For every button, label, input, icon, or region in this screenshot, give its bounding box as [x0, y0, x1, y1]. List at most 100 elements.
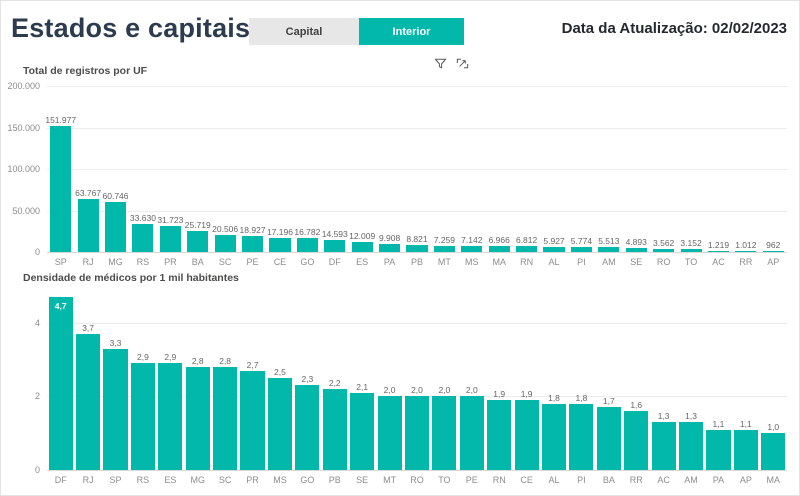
bar-PB[interactable]: [322, 389, 347, 470]
bar-RR[interactable]: [624, 411, 649, 470]
interior-button[interactable]: Interior: [359, 18, 464, 45]
chart-title: Densidade de médicos por 1 mil habitante…: [23, 272, 239, 284]
bar-TO[interactable]: [680, 249, 702, 252]
bar-value-label: 2,1: [356, 381, 369, 392]
bar-AC[interactable]: [707, 251, 729, 252]
bar-value-label: 2,8: [219, 355, 232, 366]
bar-TO[interactable]: [432, 396, 457, 470]
x-axis-tick-label: ES: [356, 257, 369, 267]
bar-RO[interactable]: [404, 396, 430, 470]
x-axis: DF RJ SP RS ES MG SC PR MS GO PB SE MT RO TO PE RN CE AL PI…: [47, 475, 787, 485]
bar-CE[interactable]: [514, 400, 539, 470]
bar-slot: 2,0: [376, 297, 403, 470]
bar-ES[interactable]: [351, 242, 373, 252]
x-axis-tick-label: AP: [767, 257, 780, 267]
bar-slot: 14.593: [321, 86, 348, 252]
bar-value-label: 2,0: [438, 384, 451, 395]
bar-RS[interactable]: [130, 363, 155, 470]
bar-RJ[interactable]: [76, 334, 101, 470]
bar-value-label: 2,7: [246, 359, 259, 370]
capital-button[interactable]: Capital: [249, 18, 359, 45]
bar-ES[interactable]: [158, 363, 183, 470]
bar-SP[interactable]: [103, 349, 128, 470]
bar-DF[interactable]: 4,7: [48, 297, 73, 470]
bar-slot: 1,9: [513, 297, 540, 470]
bar-MA[interactable]: [488, 246, 510, 252]
bar-SE[interactable]: [350, 393, 375, 470]
x-axis-tick-label: DF: [328, 257, 341, 267]
bar-AM[interactable]: [598, 247, 620, 252]
bar-slot: 18.927: [239, 86, 266, 252]
bar-BA[interactable]: [187, 231, 209, 252]
bar-slot: 1,7: [595, 297, 622, 470]
bar-AL[interactable]: [541, 404, 567, 470]
bar-PA[interactable]: [379, 244, 401, 252]
bar-value-label: 12.009: [349, 230, 376, 241]
bar-slot: 2,9: [157, 297, 184, 470]
x-axis-tick-label: AL: [548, 475, 560, 485]
bar-RO[interactable]: [653, 249, 675, 252]
bar-GO[interactable]: [295, 385, 320, 470]
bar-value-label: 7.142: [461, 234, 483, 245]
bar-PR[interactable]: [240, 371, 265, 470]
bar-MT[interactable]: [377, 396, 402, 470]
bar-RN[interactable]: [487, 400, 512, 470]
y-axis-tick-label: 100.000: [7, 164, 40, 174]
bar-RJ[interactable]: [77, 199, 99, 252]
y-axis-tick-label: 150.000: [7, 122, 40, 133]
x-axis-tick-label: MG: [108, 257, 123, 267]
bar-BA[interactable]: [596, 407, 621, 470]
bar-slot: 6.966: [486, 86, 513, 252]
bar-PA[interactable]: [706, 430, 731, 470]
bar-value-label: 7.259: [433, 234, 456, 245]
bar-value-label: 2,0: [465, 384, 478, 395]
bar-SP[interactable]: [50, 126, 72, 252]
bar-RR[interactable]: [735, 251, 757, 252]
bar-slot: 151.977: [45, 86, 76, 252]
bar-MA[interactable]: [761, 433, 786, 470]
bar-PI[interactable]: [570, 247, 592, 252]
bar-value-label: 6.966: [488, 234, 510, 245]
bar-AM[interactable]: [678, 422, 704, 470]
bar-MT[interactable]: [433, 246, 455, 252]
bar-MS[interactable]: [461, 246, 483, 252]
bar-value-label: 4.893: [625, 236, 647, 247]
bar-value-label: 2,9: [164, 351, 177, 362]
bar-AC[interactable]: [651, 422, 676, 470]
bar-CE[interactable]: [269, 238, 291, 252]
bar-RS[interactable]: [132, 224, 154, 252]
bar-value-label: 25.719: [184, 219, 211, 230]
filter-icon[interactable]: [433, 56, 448, 71]
chart-title: Total de registros por UF: [23, 65, 148, 77]
bar-GO[interactable]: [296, 238, 318, 252]
bar-SC[interactable]: [214, 235, 236, 252]
x-axis-tick-label: AM: [684, 475, 698, 485]
bar-PI[interactable]: [569, 404, 594, 470]
bar-AP[interactable]: [733, 430, 758, 470]
bar-PR[interactable]: [159, 226, 181, 252]
bar-slot: 2,0: [458, 297, 485, 470]
gridline: [47, 127, 787, 129]
bar-value-label: 1,3: [685, 410, 697, 421]
bar-RN[interactable]: [516, 246, 538, 252]
bar-AP[interactable]: [762, 251, 784, 252]
bar-SC[interactable]: [213, 367, 238, 470]
bar-PE[interactable]: [242, 236, 264, 252]
bar-value-label: 33.630: [129, 212, 156, 223]
focus-mode-icon[interactable]: [455, 56, 470, 71]
bar-MS[interactable]: [267, 378, 292, 470]
x-axis-tick-label: RJ: [82, 475, 94, 485]
x-axis-tick-label: AC: [712, 257, 725, 267]
y-axis-tick-label: 0: [34, 247, 40, 257]
bar-MG[interactable]: [104, 202, 127, 252]
bar-SE[interactable]: [625, 248, 647, 252]
bar-DF[interactable]: [324, 240, 346, 252]
x-axis-tick-label: PE: [465, 475, 478, 485]
bar-slot: 4.893: [623, 86, 650, 252]
bar-AL[interactable]: [543, 247, 565, 252]
bar-PB[interactable]: [406, 245, 428, 252]
chart-densidade-de-medicos: Densidade de médicos por 1 mil habitante…: [9, 267, 795, 493]
bar-PE[interactable]: [459, 396, 484, 470]
bar-MG[interactable]: [185, 367, 210, 470]
x-axis-tick-label: RR: [629, 475, 643, 485]
